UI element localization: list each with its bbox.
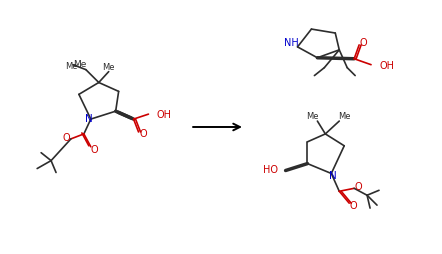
Text: HO: HO	[263, 164, 278, 174]
Text: Me: Me	[306, 111, 319, 120]
Text: N: N	[85, 114, 93, 124]
Text: Me: Me	[103, 63, 115, 72]
Text: OH: OH	[379, 60, 394, 70]
Text: O: O	[140, 129, 147, 138]
Text: O: O	[359, 38, 367, 48]
Text: O: O	[62, 132, 70, 142]
Text: OH: OH	[156, 110, 171, 120]
Text: O: O	[91, 144, 99, 154]
Text: Me: Me	[65, 62, 77, 71]
Text: N: N	[329, 171, 337, 181]
Text: Me: Me	[338, 111, 351, 120]
Text: O: O	[349, 200, 357, 210]
Text: Me: Me	[73, 60, 87, 69]
Text: NH: NH	[284, 38, 299, 48]
Text: O: O	[354, 182, 362, 192]
